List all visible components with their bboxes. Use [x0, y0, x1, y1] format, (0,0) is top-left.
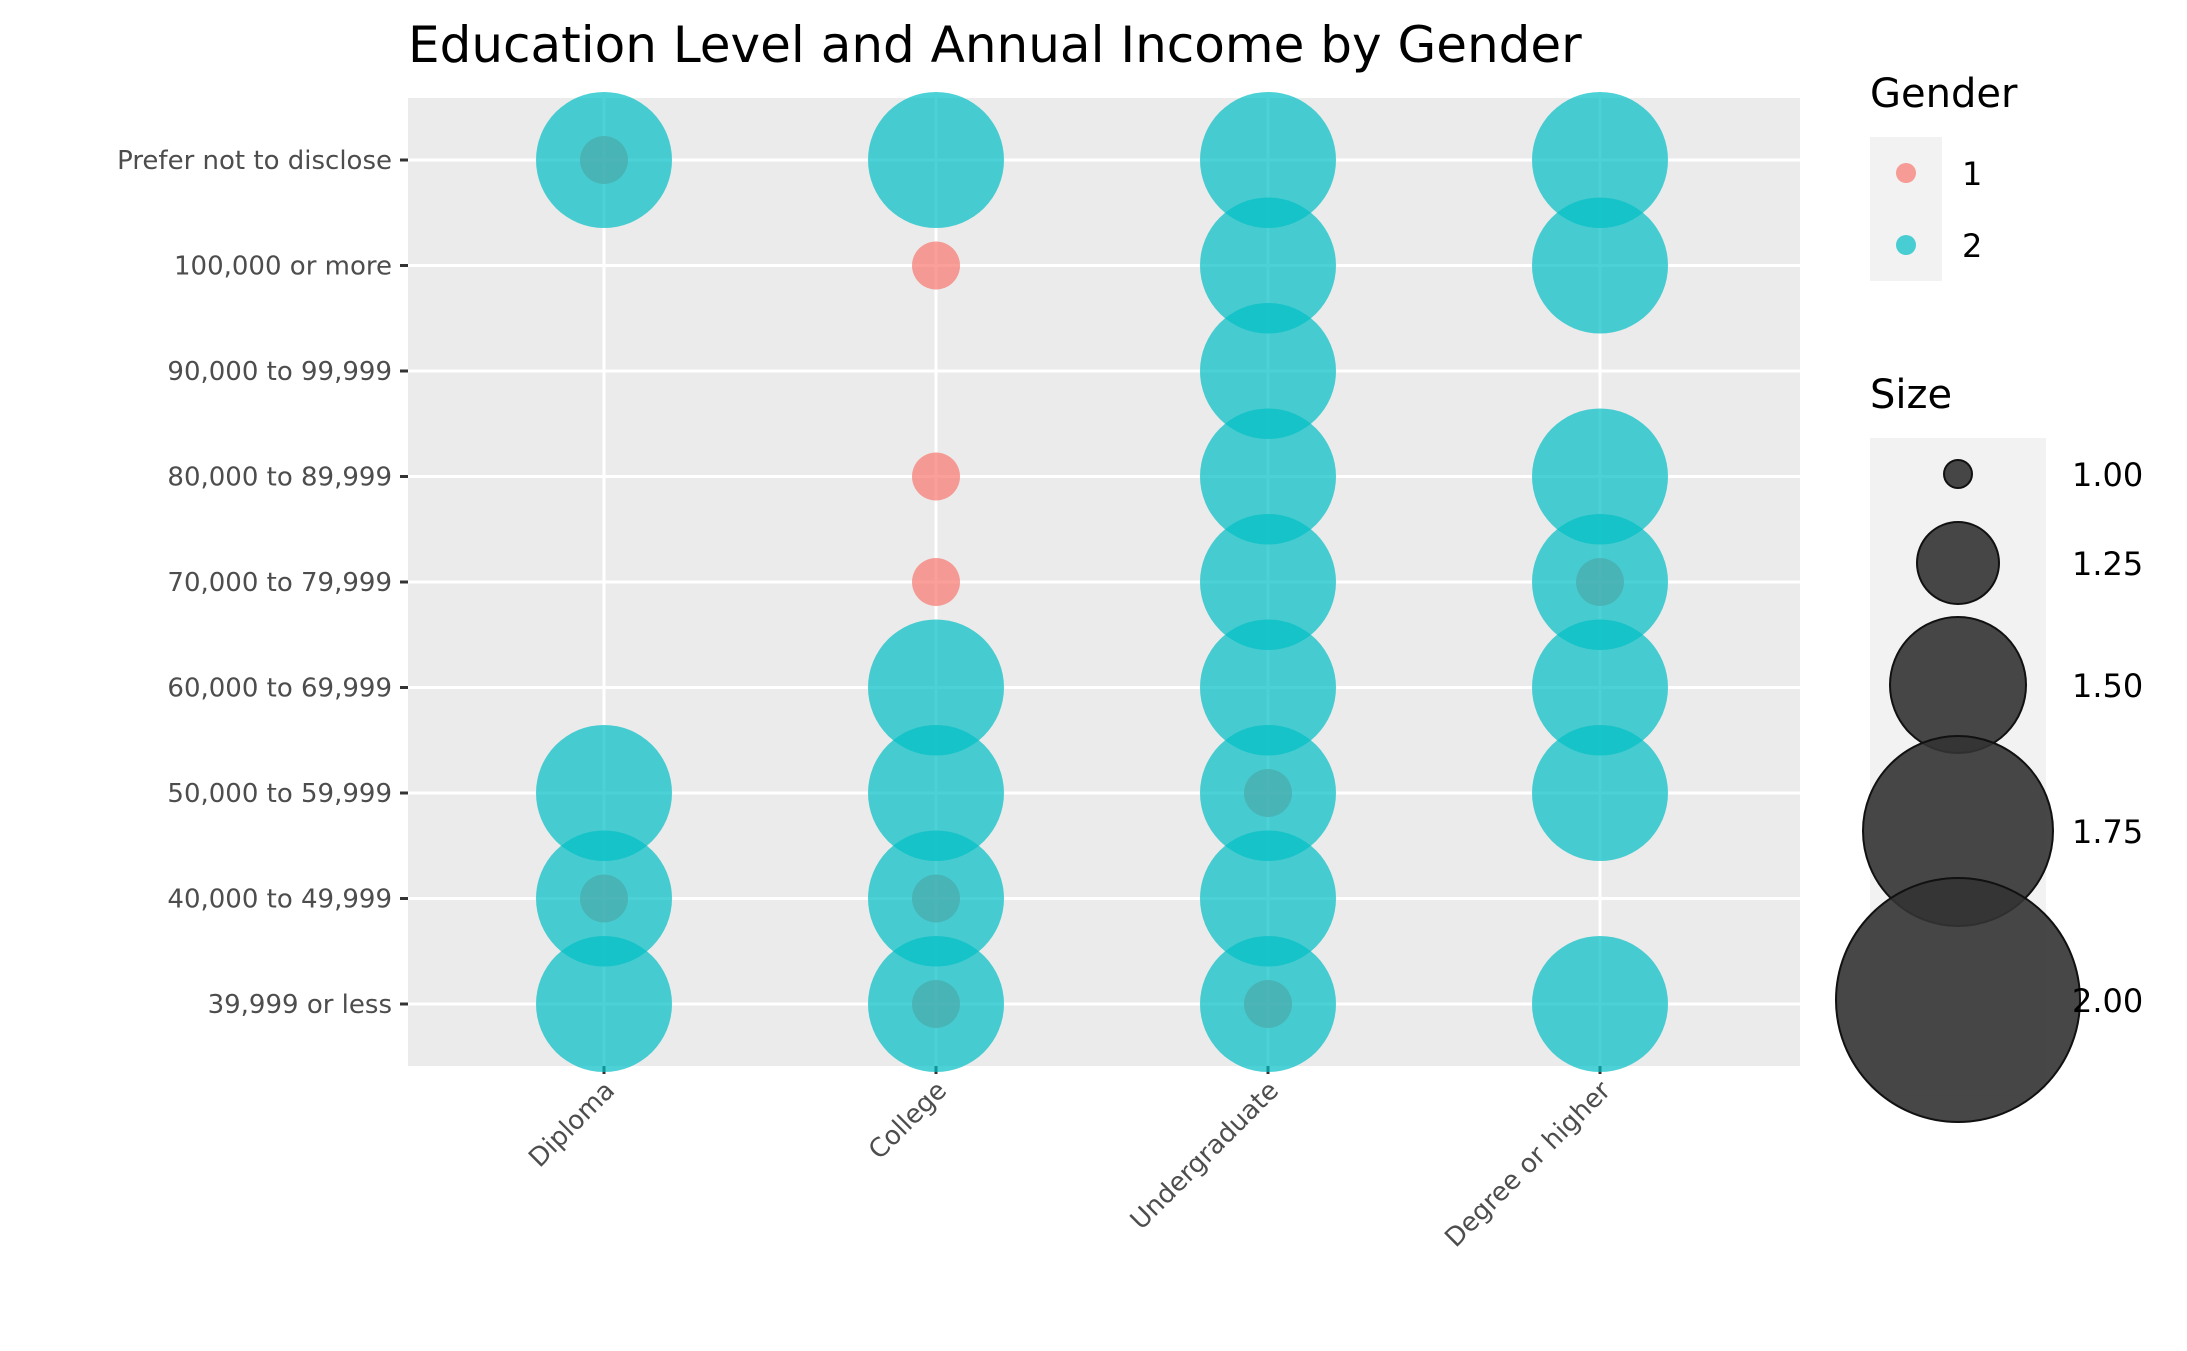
data-points: [536, 92, 1668, 1072]
x-tick-label: Diploma: [523, 1076, 621, 1174]
size-legend-key-1-00: [1943, 459, 1973, 489]
gender-legend: Gender 1 2: [1870, 71, 2018, 281]
point-gender-2-degree-or-higher-80-000-to-89-999: [1532, 408, 1668, 545]
gender-legend-key-1: [1896, 163, 1916, 183]
point-gender-2-undergraduate-prefer-not-to-disclose: [1200, 92, 1336, 228]
gender-legend-title: Gender: [1870, 71, 2018, 117]
point-gender-2-degree-or-higher-39-999-or-less: [1532, 936, 1668, 1072]
point-gender-2-undergraduate-80-000-to-89-999: [1200, 408, 1336, 545]
x-tick-label: Degree or higher: [1439, 1076, 1617, 1254]
y-tick-label: 90,000 to 99,999: [167, 357, 392, 387]
x-tick-label: Undergraduate: [1125, 1076, 1285, 1236]
gender-legend-label: 2: [1962, 227, 1982, 265]
point-gender-2-undergraduate-40-000-to-49-999: [1200, 830, 1336, 967]
point-gender-2-degree-or-higher-prefer-not-to-disclose: [1532, 92, 1668, 228]
y-tick-label: Prefer not to disclose: [117, 146, 392, 176]
chart-title: Education Level and Annual Income by Gen…: [408, 16, 1582, 74]
point-gender-2-undergraduate-60-000-to-69-999: [1200, 619, 1336, 756]
y-axis: 39,999 or less 40,000 to 49,999 50,000 to …: [117, 146, 408, 1020]
point-gender-2-undergraduate-50-000-to-59-999: [1200, 725, 1336, 861]
point-gender-2-college-39-999-or-less: [868, 936, 1004, 1072]
y-tick-label: 100,000 or more: [174, 252, 392, 282]
point-gender-2-degree-or-higher-50-000-to-59-999: [1532, 725, 1668, 861]
size-legend-label: 1.00: [2072, 456, 2143, 494]
point-gender-2-college-50-000-to-59-999: [868, 725, 1004, 861]
size-legend-label: 1.25: [2072, 545, 2143, 583]
x-axis: Diploma College Undergraduate Degree or hig…: [523, 1066, 1617, 1253]
y-tick-label: 50,000 to 59,999: [167, 779, 392, 809]
size-legend-label: 2.00: [2072, 982, 2143, 1020]
point-gender-2-diploma-50-000-to-59-999: [536, 725, 672, 861]
size-legend: Size 1.00 1.25 1.50 1.75 2.00: [1835, 372, 2143, 1123]
size-legend-title: Size: [1870, 372, 1952, 418]
point-gender-2-college-40-000-to-49-999: [868, 830, 1004, 967]
y-tick-label: 40,000 to 49,999: [167, 885, 392, 915]
point-gender-2-diploma-40-000-to-49-999: [536, 830, 672, 967]
point-gender-2-degree-or-higher-60-000-to-69-999: [1532, 619, 1668, 756]
x-tick-label: College: [863, 1076, 953, 1166]
point-gender-2-undergraduate-90-000-to-99-999: [1200, 303, 1336, 439]
point-gender-2-undergraduate-100-000-or-more: [1200, 197, 1336, 334]
point-gender-2-undergraduate-39-999-or-less: [1200, 936, 1336, 1072]
point-gender-2-college-prefer-not-to-disclose: [868, 92, 1004, 228]
point-gender-2-undergraduate-70-000-to-79-999: [1200, 514, 1336, 650]
y-tick-label: 60,000 to 69,999: [167, 674, 392, 704]
point-gender-1-college-100-000-or-more: [912, 241, 960, 290]
y-tick-label: 70,000 to 79,999: [167, 568, 392, 598]
size-legend-label: 1.75: [2072, 813, 2143, 851]
point-gender-2-college-60-000-to-69-999: [868, 619, 1004, 756]
point-gender-2-diploma-prefer-not-to-disclose: [536, 92, 672, 228]
point-gender-1-college-80-000-to-89-999: [912, 452, 960, 501]
point-gender-2-diploma-39-999-or-less: [536, 936, 672, 1072]
point-gender-2-degree-or-higher-70-000-to-79-999: [1532, 514, 1668, 650]
y-tick-label: 39,999 or less: [208, 990, 392, 1020]
gender-legend-key-box: [1870, 137, 1942, 281]
size-legend-label: 1.50: [2072, 667, 2143, 705]
gender-legend-label: 1: [1962, 155, 1982, 193]
size-legend-key-1-25: [1916, 521, 2000, 605]
y-tick-label: 80,000 to 89,999: [167, 463, 392, 493]
gender-legend-key-2: [1896, 235, 1916, 255]
point-gender-2-degree-or-higher-100-000-or-more: [1532, 197, 1668, 334]
size-legend-key-2-00: [1835, 877, 2081, 1123]
size-legend-key-1-50: [1889, 616, 2027, 754]
point-gender-1-college-70-000-to-79-999: [912, 558, 960, 606]
